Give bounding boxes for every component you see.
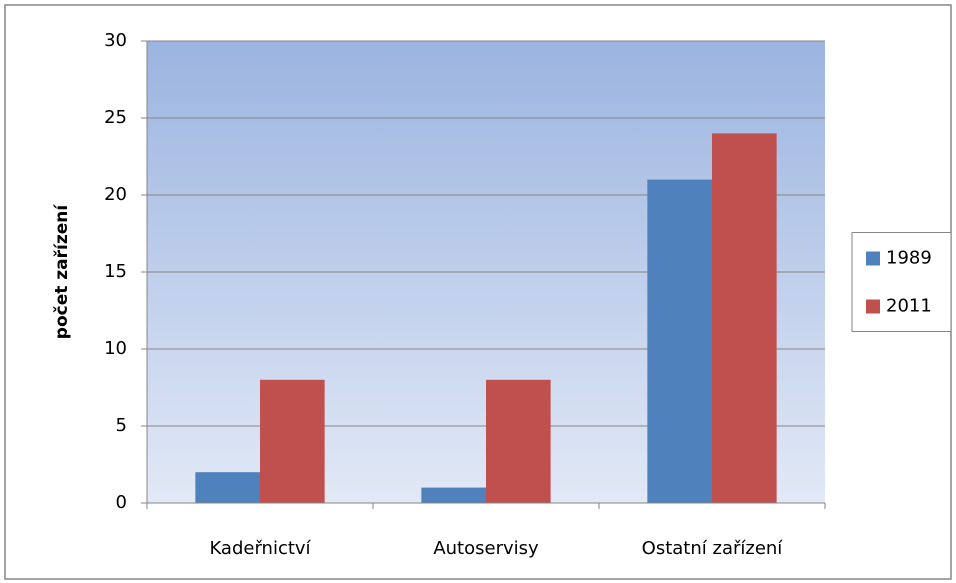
legend-box (851, 232, 952, 332)
y-tick-label: 10 (104, 338, 127, 359)
bar (421, 487, 486, 503)
legend-swatch (866, 251, 880, 266)
x-tick-label: Ostatní zařízení (642, 538, 784, 559)
legend-label: 1989 (886, 248, 932, 269)
y-tick-label: 30 (104, 30, 127, 51)
legend-swatch (866, 299, 880, 314)
bar (486, 379, 551, 503)
bar (260, 379, 325, 503)
y-tick-label: 0 (116, 492, 127, 513)
x-tick-label: Autoservisy (433, 538, 539, 559)
y-tick-label: 25 (104, 107, 127, 128)
y-tick-label: 5 (116, 415, 127, 436)
bar (195, 472, 260, 503)
bar (647, 179, 712, 503)
y-axis-label: počet zařízení (52, 204, 72, 340)
bar (712, 133, 777, 503)
y-tick-label: 15 (104, 261, 127, 282)
y-tick-label: 20 (104, 184, 127, 205)
legend-label: 2011 (886, 296, 932, 317)
x-tick-label: Kadeřnictví (209, 538, 311, 559)
